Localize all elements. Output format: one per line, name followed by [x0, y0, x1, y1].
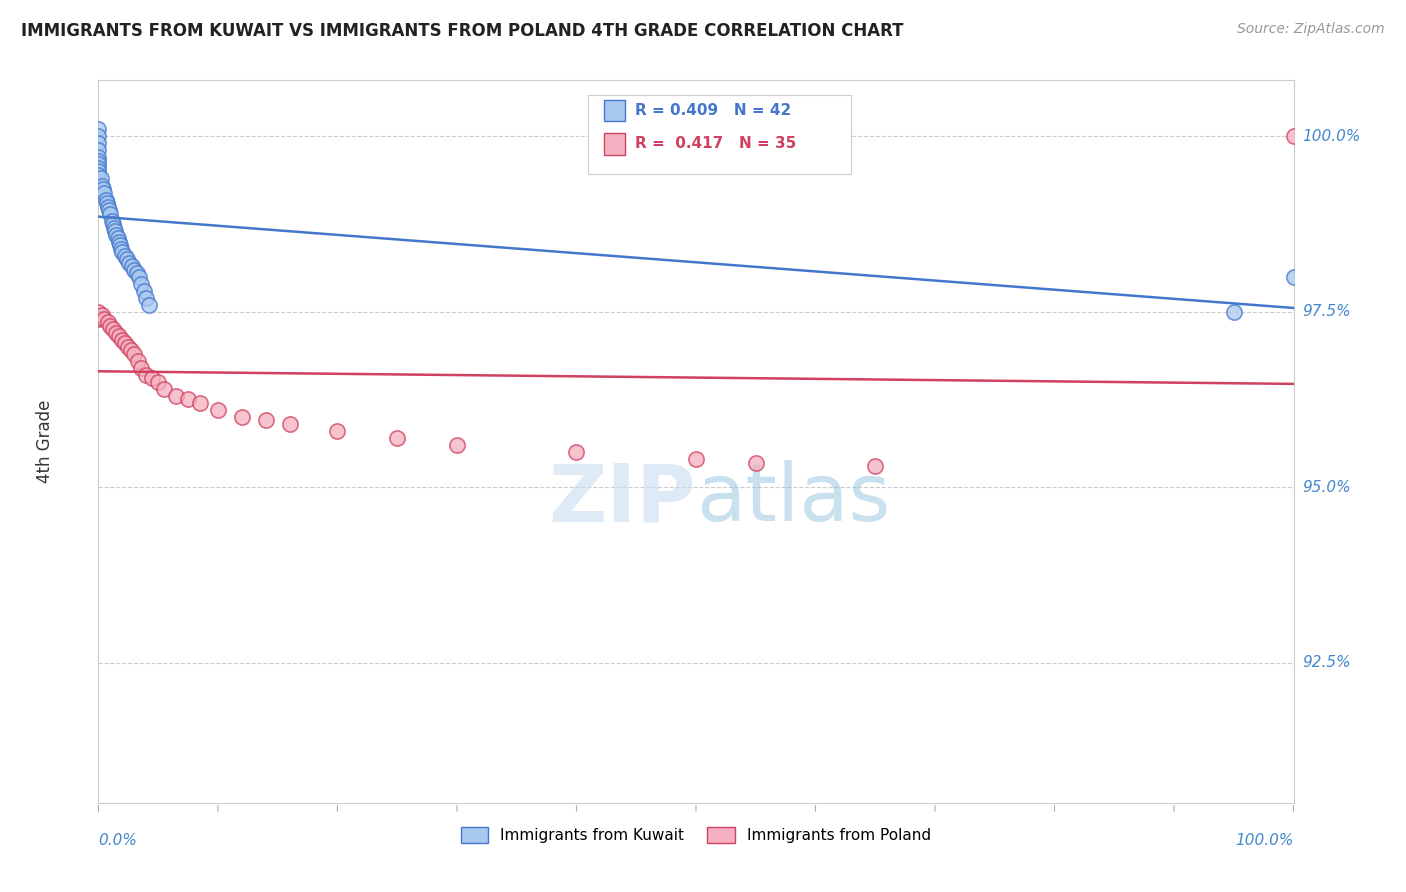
Point — [105, 326, 128, 340]
Text: 97.5%: 97.5% — [1302, 304, 1351, 319]
Point — [87, 144, 110, 158]
Point — [105, 227, 128, 242]
Point — [1223, 305, 1246, 319]
Point — [177, 392, 200, 407]
Text: 95.0%: 95.0% — [1302, 480, 1351, 495]
Point — [446, 438, 468, 452]
Point — [124, 262, 146, 277]
Point — [745, 456, 768, 470]
Point — [1282, 129, 1305, 144]
Point — [135, 368, 157, 382]
Point — [104, 224, 127, 238]
Point — [120, 343, 142, 358]
Point — [93, 311, 115, 326]
Point — [87, 164, 110, 178]
Point — [91, 182, 114, 196]
FancyBboxPatch shape — [589, 95, 852, 174]
Point — [87, 161, 110, 175]
Point — [254, 413, 277, 427]
Point — [107, 329, 129, 343]
Text: atlas: atlas — [696, 460, 890, 539]
Point — [97, 200, 120, 214]
Point — [87, 129, 110, 144]
Text: R =  0.417   N = 35: R = 0.417 N = 35 — [636, 136, 796, 152]
Point — [124, 347, 146, 361]
Point — [115, 252, 138, 267]
Point — [93, 186, 115, 200]
Point — [153, 382, 176, 396]
Point — [148, 375, 170, 389]
Point — [111, 245, 134, 260]
Point — [90, 171, 112, 186]
FancyBboxPatch shape — [605, 133, 626, 154]
Point — [97, 315, 120, 329]
Point — [131, 360, 153, 375]
Point — [865, 459, 887, 474]
Point — [87, 151, 110, 165]
Text: IMMIGRANTS FROM KUWAIT VS IMMIGRANTS FROM POLAND 4TH GRADE CORRELATION CHART: IMMIGRANTS FROM KUWAIT VS IMMIGRANTS FRO… — [21, 22, 904, 40]
Point — [685, 452, 707, 467]
Point — [125, 266, 148, 280]
Point — [1282, 269, 1305, 284]
Point — [87, 157, 110, 171]
Point — [135, 291, 157, 305]
Point — [278, 417, 301, 431]
Point — [101, 322, 124, 336]
Point — [565, 445, 588, 459]
Point — [207, 403, 229, 417]
Point — [98, 318, 122, 333]
Point — [87, 122, 110, 136]
Point — [107, 231, 129, 245]
Point — [111, 333, 134, 347]
Text: R = 0.409   N = 42: R = 0.409 N = 42 — [636, 103, 792, 118]
Point — [94, 193, 117, 207]
Point — [103, 220, 125, 235]
Point — [87, 305, 110, 319]
Point — [231, 409, 253, 424]
Point — [91, 308, 114, 322]
Point — [132, 284, 155, 298]
Text: Source: ZipAtlas.com: Source: ZipAtlas.com — [1237, 22, 1385, 37]
Text: 100.0%: 100.0% — [1302, 129, 1360, 144]
Point — [141, 371, 163, 385]
Point — [108, 238, 131, 252]
Point — [128, 269, 150, 284]
Point — [87, 153, 110, 168]
Point — [117, 340, 139, 354]
Point — [110, 242, 132, 256]
Point — [188, 396, 211, 410]
Point — [114, 336, 136, 351]
Text: ZIP: ZIP — [548, 460, 696, 539]
Text: 92.5%: 92.5% — [1302, 655, 1351, 670]
Point — [91, 178, 114, 193]
Legend: Immigrants from Kuwait, Immigrants from Poland: Immigrants from Kuwait, Immigrants from … — [454, 822, 938, 849]
Point — [385, 431, 409, 445]
Point — [127, 354, 149, 368]
Point — [98, 206, 122, 220]
Point — [98, 202, 121, 217]
Point — [87, 136, 110, 151]
Point — [326, 424, 349, 438]
Point — [96, 196, 118, 211]
Point — [138, 298, 160, 312]
Text: 4th Grade: 4th Grade — [35, 400, 53, 483]
Point — [107, 235, 129, 249]
Point — [118, 255, 141, 269]
Point — [131, 277, 153, 291]
Point — [114, 249, 136, 263]
Point — [101, 217, 124, 231]
FancyBboxPatch shape — [605, 100, 626, 121]
Point — [87, 311, 110, 326]
Text: 100.0%: 100.0% — [1234, 833, 1294, 848]
Point — [165, 389, 187, 403]
Point — [87, 168, 110, 182]
Text: 0.0%: 0.0% — [98, 833, 138, 848]
Point — [100, 213, 122, 227]
Point — [121, 259, 143, 273]
